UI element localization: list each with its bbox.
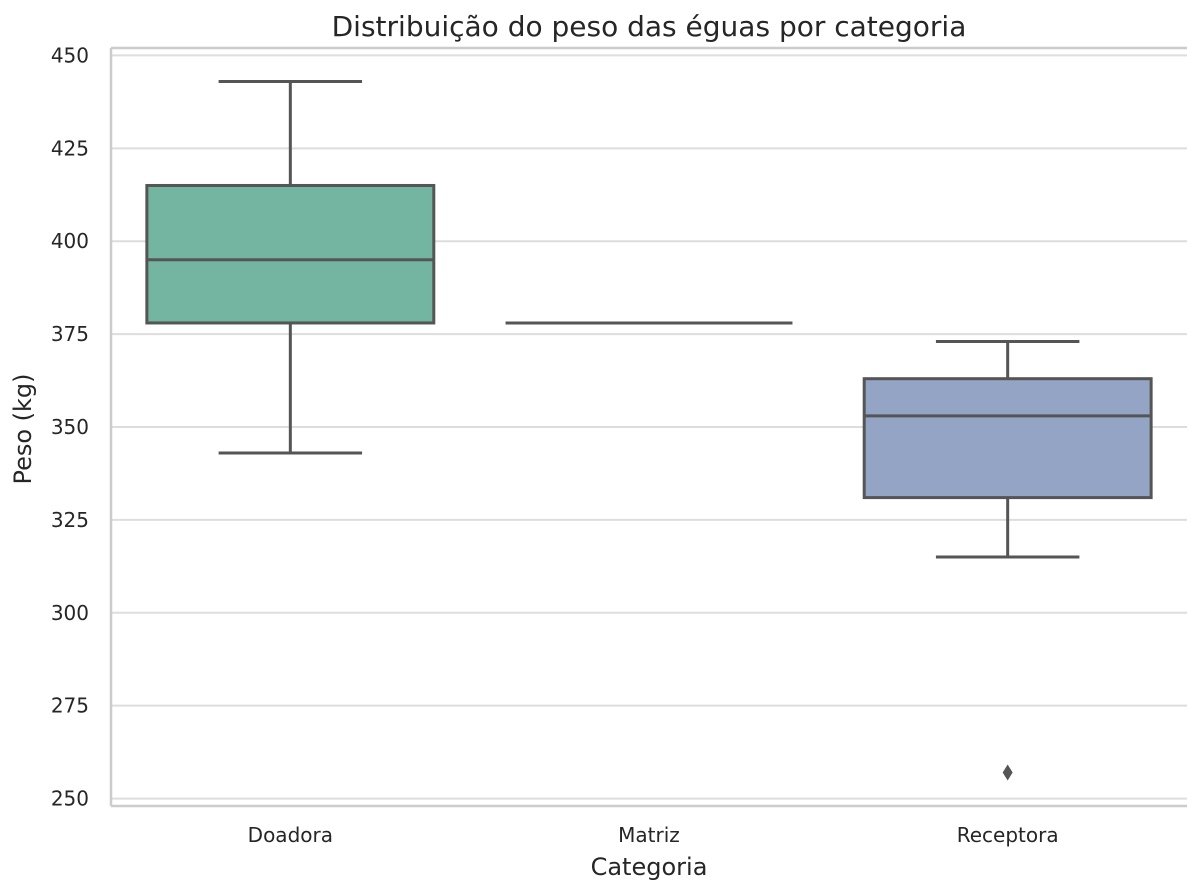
outlier-point <box>1002 764 1013 781</box>
iqr-box <box>145 183 436 325</box>
y-tick-label-275: 275 <box>51 694 89 718</box>
y-tick-label-350: 350 <box>51 415 89 439</box>
x-tick-label-doadora: Doadora <box>248 823 333 847</box>
y-tick-label-375: 375 <box>51 322 89 346</box>
y-tick-label-400: 400 <box>51 229 89 253</box>
chart-title: Distribuição do peso das éguas por categ… <box>332 10 967 43</box>
axes-frame <box>109 46 1187 808</box>
y-axis-ticks: 250 275 300 325 350 375 400 425 450 <box>51 43 89 810</box>
y-tick-label-325: 325 <box>51 508 89 532</box>
y-tick-label-250: 250 <box>51 787 89 811</box>
x-tick-label-matriz: Matriz <box>618 823 680 847</box>
boxes <box>145 79 1153 781</box>
iqr-box <box>862 377 1153 500</box>
x-axis-label: Categoria <box>591 853 708 881</box>
box-doadora <box>145 79 436 455</box>
y-tick-label-425: 425 <box>51 136 89 160</box>
x-tick-label-receptora: Receptora <box>957 823 1059 847</box>
x-axis-ticks: Doadora Matriz Receptora <box>248 823 1059 847</box>
y-tick-label-450: 450 <box>51 43 89 67</box>
y-tick-label-300: 300 <box>51 601 89 625</box>
box-receptora <box>862 340 1153 781</box>
y-axis-label: Peso (kg) <box>9 373 37 484</box>
